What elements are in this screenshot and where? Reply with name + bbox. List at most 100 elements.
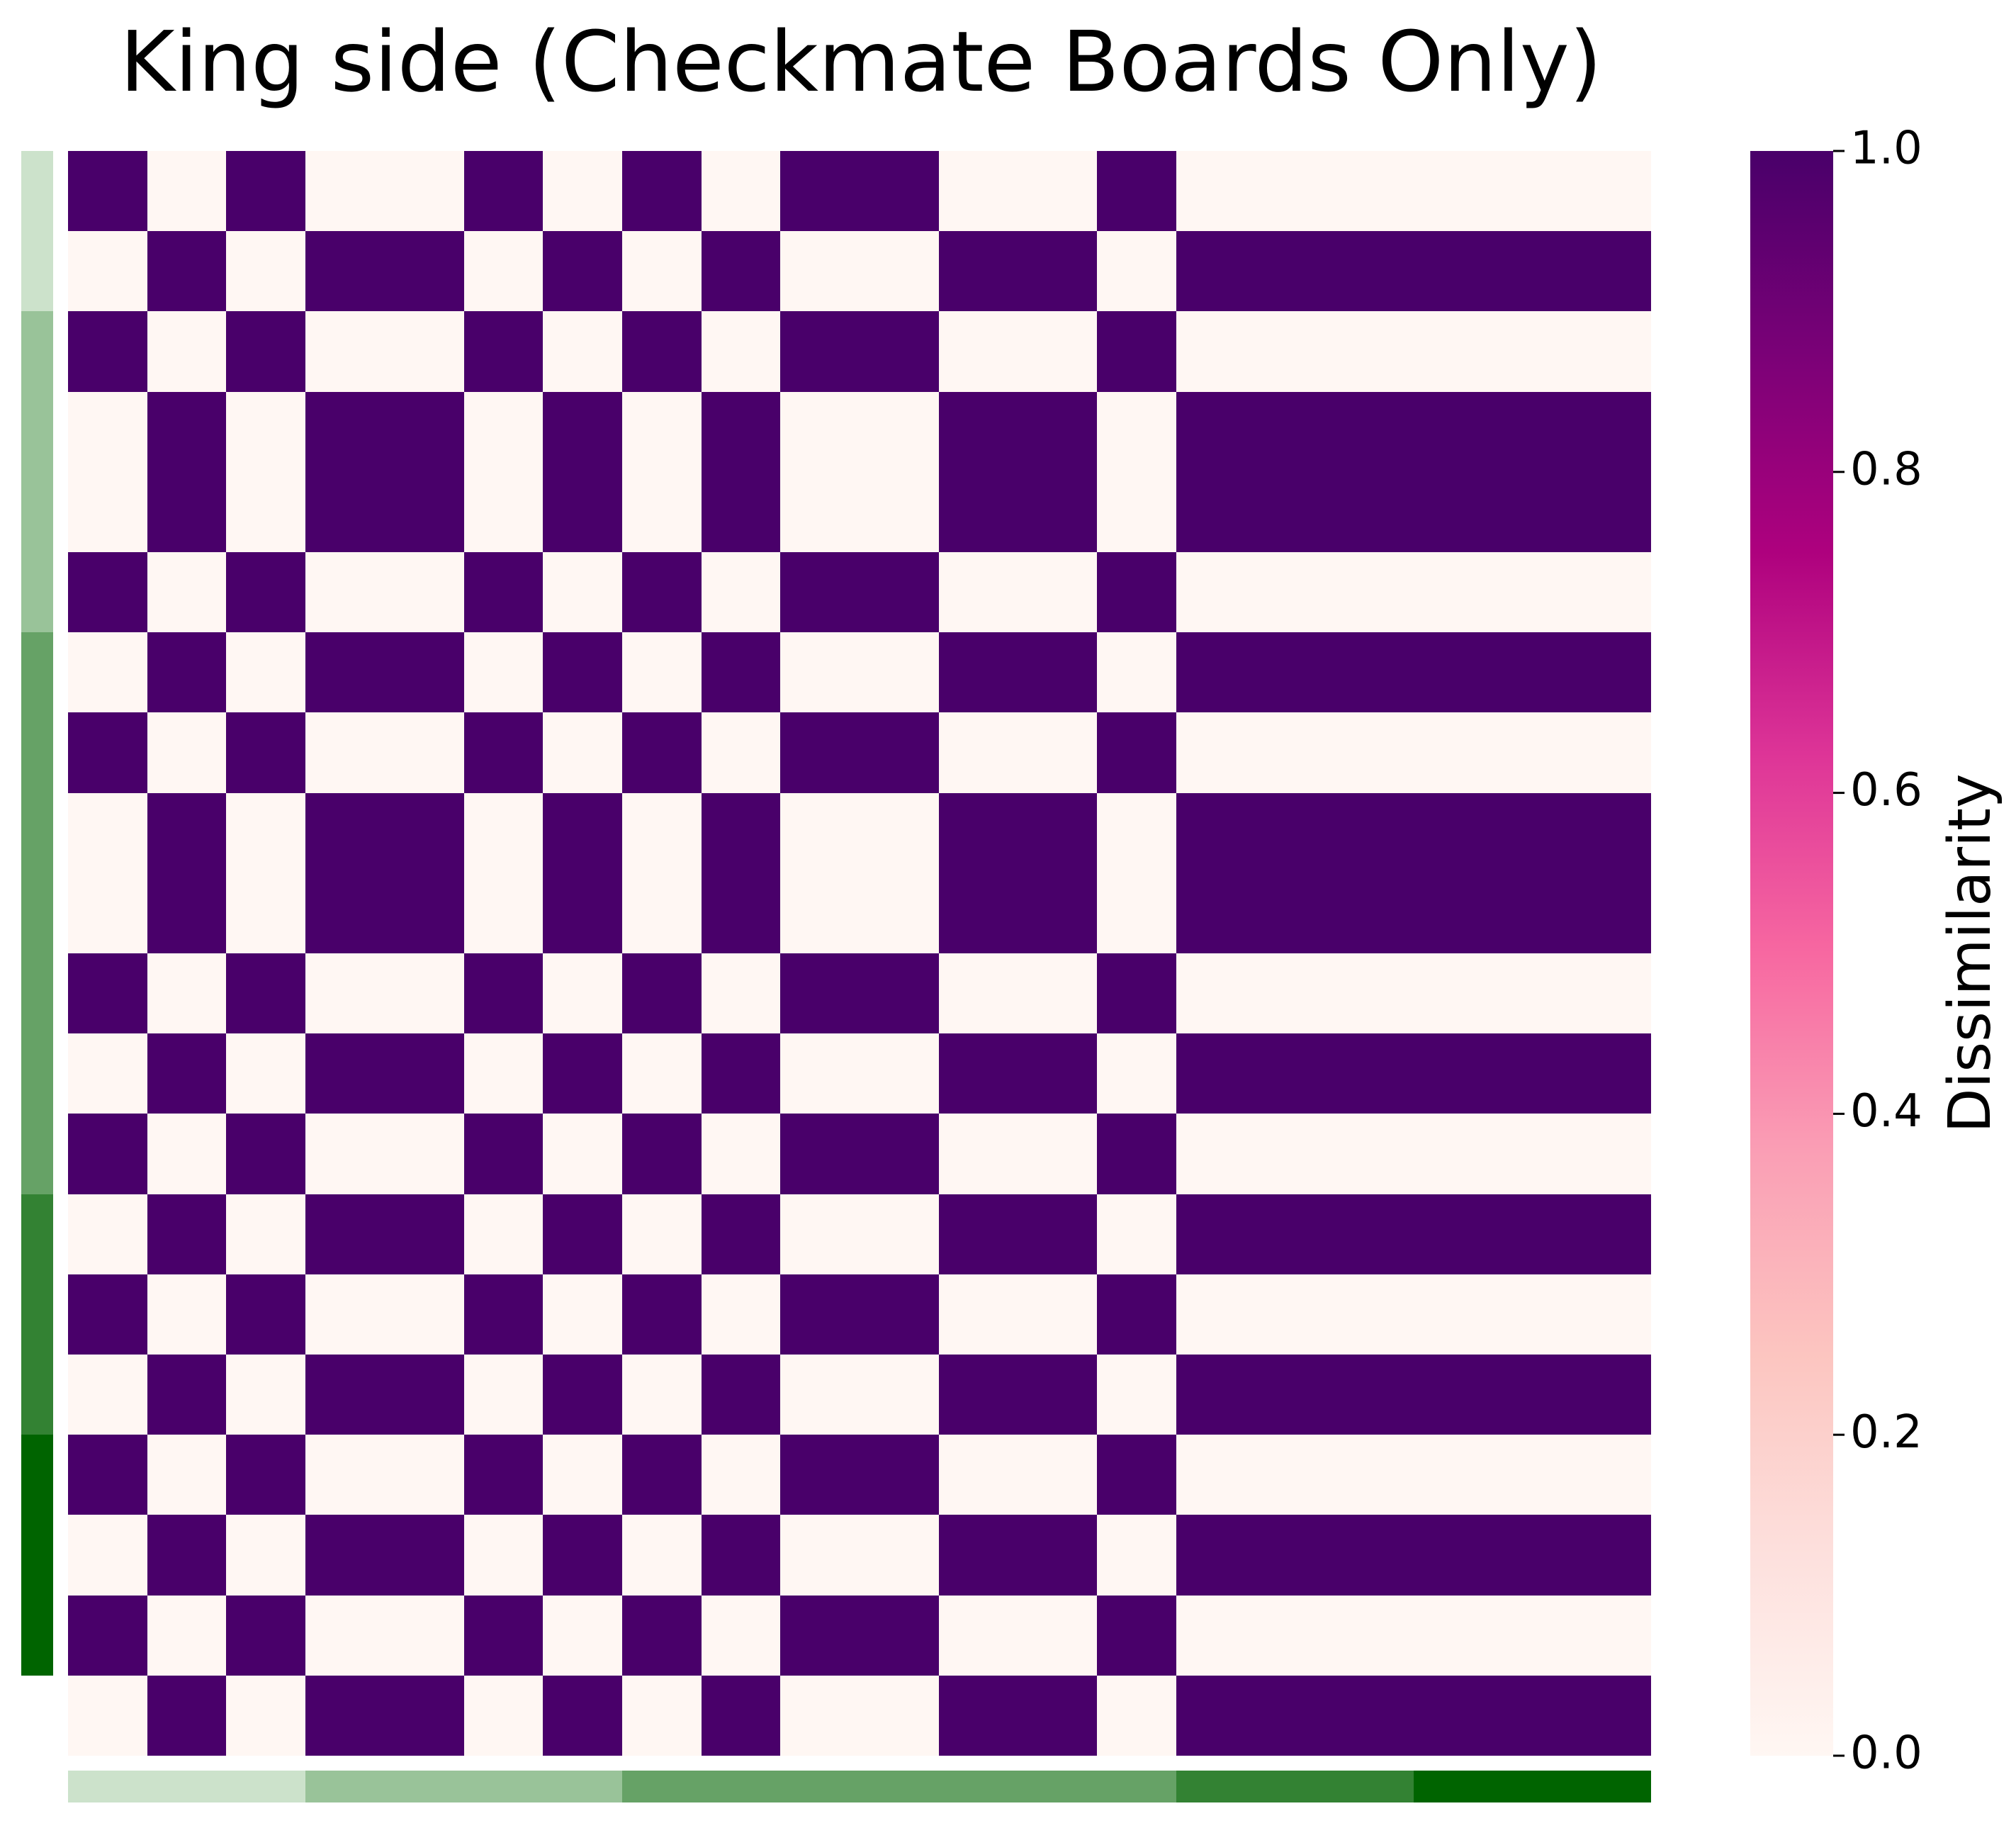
- heatmap-cell: [305, 1274, 385, 1355]
- heatmap-cell: [305, 311, 385, 392]
- heatmap-cell: [1493, 1114, 1572, 1194]
- heatmap-cell: [1493, 1274, 1572, 1355]
- heatmap-cell: [1176, 552, 1256, 632]
- heatmap-cell: [702, 793, 780, 873]
- heatmap-cell: [780, 392, 860, 472]
- heatmap-cell: [1176, 1676, 1256, 1756]
- heatmap-cell: [1572, 552, 1651, 632]
- heatmap-cell: [1176, 311, 1256, 392]
- heatmap-cell: [385, 1515, 464, 1596]
- heatmap-cell: [1414, 712, 1493, 793]
- heatmap-cell: [939, 1435, 1018, 1515]
- heatmap-cell: [1097, 632, 1176, 712]
- column-group-color-segment: [1414, 1771, 1651, 1802]
- heatmap-cell: [226, 392, 305, 472]
- heatmap-cell: [543, 1033, 622, 1114]
- heatmap-cell: [464, 1596, 543, 1676]
- heatmap-cell: [1334, 392, 1414, 472]
- heatmap-cell: [464, 953, 543, 1033]
- heatmap-cell: [68, 1274, 147, 1355]
- heatmap-cell: [385, 1033, 464, 1114]
- heatmap-cell: [1176, 1194, 1256, 1274]
- colorbar-gradient: [1750, 151, 1833, 1756]
- heatmap-cell: [1018, 632, 1097, 712]
- heatmap-cell: [1256, 1435, 1334, 1515]
- heatmap-cell: [464, 1033, 543, 1114]
- column-group-color-segment: [1176, 1771, 1414, 1802]
- heatmap-cell: [1097, 311, 1176, 392]
- heatmap-cells: [68, 151, 1651, 1756]
- heatmap-cell: [1256, 1194, 1334, 1274]
- heatmap-cell: [68, 632, 147, 712]
- heatmap-cell: [68, 552, 147, 632]
- heatmap-cell: [780, 793, 860, 873]
- colorbar-tick-label: 0.8: [1850, 443, 1922, 495]
- heatmap-cell: [68, 151, 147, 231]
- heatmap-cell: [702, 953, 780, 1033]
- heatmap-cell: [860, 1194, 939, 1274]
- heatmap-cell: [939, 873, 1018, 953]
- heatmap-cell: [385, 873, 464, 953]
- heatmap-cell: [1493, 392, 1572, 472]
- heatmap-cell: [464, 1515, 543, 1596]
- heatmap-cell: [464, 151, 543, 231]
- heatmap-cell: [702, 392, 780, 472]
- heatmap-cell: [1493, 793, 1572, 873]
- heatmap-cell: [1097, 1515, 1176, 1596]
- heatmap-cell: [1018, 793, 1097, 873]
- heatmap-cell: [1256, 1274, 1334, 1355]
- heatmap-cell: [543, 231, 622, 311]
- heatmap-cell: [702, 311, 780, 392]
- heatmap-cell: [305, 1596, 385, 1676]
- heatmap-cell: [68, 1435, 147, 1515]
- heatmap-cell: [860, 1676, 939, 1756]
- heatmap-cell: [1572, 231, 1651, 311]
- heatmap-cell: [147, 472, 226, 552]
- heatmap-cell: [543, 151, 622, 231]
- heatmap-cell: [543, 632, 622, 712]
- heatmap-cell: [1334, 1515, 1414, 1596]
- heatmap-cell: [1097, 552, 1176, 632]
- heatmap-cell: [1334, 1033, 1414, 1114]
- heatmap-cell: [622, 231, 702, 311]
- heatmap-cell: [1334, 1274, 1414, 1355]
- heatmap-cell: [939, 1676, 1018, 1756]
- heatmap-cell: [1493, 231, 1572, 311]
- heatmap-cell: [1334, 953, 1414, 1033]
- heatmap-cell: [464, 1114, 543, 1194]
- row-group-color-segment: [21, 151, 53, 311]
- heatmap-cell: [464, 1194, 543, 1274]
- heatmap-cell: [1572, 151, 1651, 231]
- heatmap-cell: [1334, 1114, 1414, 1194]
- heatmap-cell: [1176, 1274, 1256, 1355]
- heatmap-cell: [939, 632, 1018, 712]
- heatmap-cell: [860, 873, 939, 953]
- colorbar-label: Dissimilarity: [1937, 773, 2004, 1133]
- heatmap-cell: [226, 1515, 305, 1596]
- heatmap-cell: [1414, 1676, 1493, 1756]
- heatmap-cell: [226, 1355, 305, 1435]
- colorbar-tick-label: 1.0: [1850, 123, 1922, 175]
- heatmap-cell: [939, 1274, 1018, 1355]
- heatmap-cell: [622, 1274, 702, 1355]
- heatmap-cell: [68, 1676, 147, 1756]
- heatmap-cell: [68, 873, 147, 953]
- heatmap-cell: [147, 1515, 226, 1596]
- heatmap-cell: [622, 793, 702, 873]
- heatmap-cell: [1493, 1033, 1572, 1114]
- heatmap-cell: [1097, 953, 1176, 1033]
- heatmap-cell: [939, 231, 1018, 311]
- heatmap-cell: [147, 1114, 226, 1194]
- heatmap-cell: [702, 1515, 780, 1596]
- heatmap-cell: [226, 873, 305, 953]
- heatmap-cell: [1256, 632, 1334, 712]
- heatmap-cell: [385, 311, 464, 392]
- heatmap-cell: [1256, 151, 1334, 231]
- heatmap-cell: [464, 1676, 543, 1756]
- heatmap-cell: [147, 1676, 226, 1756]
- heatmap-cell: [226, 231, 305, 311]
- heatmap-cell: [1176, 1033, 1256, 1114]
- heatmap-cell: [385, 1274, 464, 1355]
- heatmap-cell: [1176, 1355, 1256, 1435]
- heatmap-cell: [1334, 1435, 1414, 1515]
